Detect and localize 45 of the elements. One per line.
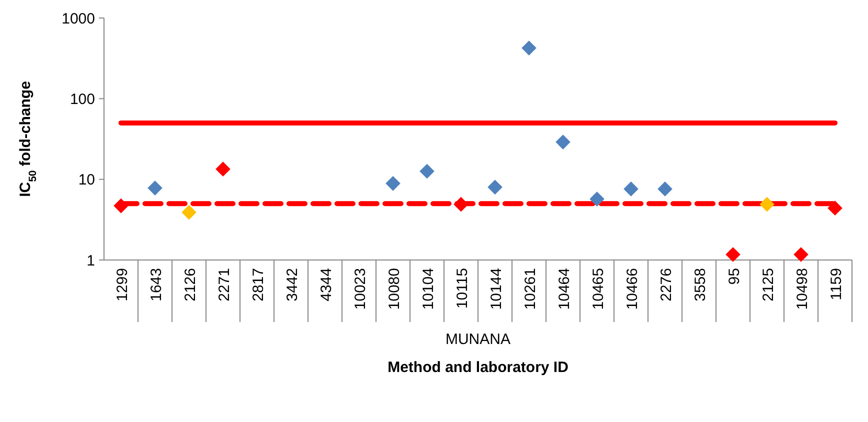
x-tick-label: 2271 (216, 268, 233, 302)
point (182, 204, 196, 220)
point (726, 247, 740, 262)
point (114, 198, 128, 214)
point (488, 180, 502, 195)
x-tick-label: 10464 (556, 268, 573, 310)
point (522, 40, 536, 56)
point (148, 180, 162, 196)
x-tick-label: 1643 (148, 268, 165, 302)
x-tick-label: 95 (726, 268, 743, 285)
y-tick-label: 100 (70, 90, 95, 108)
x-tick-label: 3442 (284, 268, 301, 302)
point (216, 162, 230, 176)
point (828, 200, 842, 216)
x-tick-label: 10498 (794, 268, 811, 310)
point (590, 192, 604, 206)
x-tick-label: 10261 (522, 268, 539, 310)
x-tick-label: 2817 (250, 268, 267, 302)
x-tick-label: 10080 (386, 268, 403, 310)
point (624, 182, 638, 196)
x-axis-title: Method and laboratory ID (388, 359, 569, 376)
y-tick-label: 1000 (62, 10, 95, 28)
x-tick-label: 10466 (624, 268, 641, 310)
x-tick-label: 3558 (692, 268, 709, 302)
point (454, 196, 468, 212)
x-tick-label: 1299 (114, 268, 131, 302)
x-tick-label: 10144 (488, 268, 505, 310)
y-tick-label: 10 (78, 172, 95, 189)
point (420, 164, 434, 179)
point (556, 134, 570, 150)
x-tick-label: 10465 (590, 268, 607, 310)
text: MUNANA (445, 331, 511, 348)
x-tick-label: 2276 (658, 268, 675, 302)
y-tick-label: 1 (86, 252, 95, 270)
x-tick-label: 10023 (352, 268, 369, 310)
x-tick-label: 1159 (828, 268, 845, 300)
point (386, 176, 400, 191)
point (658, 182, 672, 196)
x-tick-label: 10104 (420, 268, 437, 310)
point (794, 247, 808, 262)
x-tick-label: 2125 (760, 268, 777, 302)
point (760, 196, 774, 212)
x-tick-label: 4344 (318, 268, 335, 302)
x-tick-label: 10115 (454, 268, 471, 309)
x-tick-label: 2126 (182, 268, 199, 302)
